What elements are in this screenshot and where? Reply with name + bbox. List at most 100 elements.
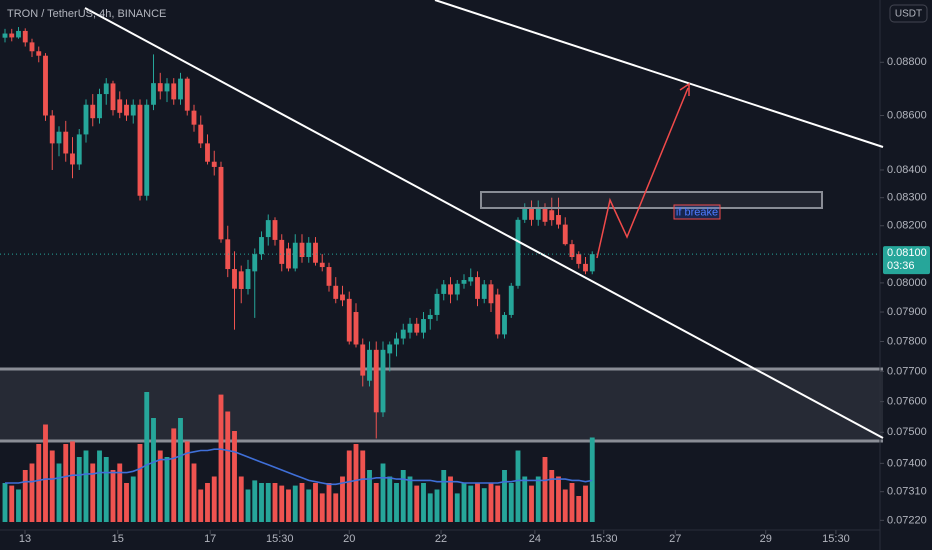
candle-body [157, 83, 163, 92]
candle-body [97, 94, 102, 119]
candle-body [16, 30, 21, 38]
y-tick-label: 0.07310 [887, 486, 927, 498]
volume-bar [394, 483, 399, 522]
x-tick-label: 29 [760, 533, 772, 545]
volume-bar [427, 493, 433, 522]
candle-body [414, 323, 420, 333]
candle-body [488, 284, 494, 304]
volume-bar [218, 394, 224, 522]
candle-body [103, 83, 109, 95]
candle-body [90, 104, 96, 119]
candle-body [110, 83, 116, 111]
volume-bar [583, 485, 588, 522]
volume-bar [259, 483, 264, 522]
volume-ma [4, 448, 593, 486]
volume-bar [157, 450, 163, 522]
volume-bar [326, 483, 332, 522]
candle-body [508, 285, 514, 315]
y-tick-label: 0.08400 [887, 164, 927, 176]
candle-body [9, 33, 15, 38]
x-tick-label: 15:30 [590, 533, 618, 545]
y-tick-label: 0.07220 [887, 514, 927, 526]
candle-body [542, 208, 548, 222]
x-tick-label: 20 [343, 533, 355, 545]
candle-body [360, 344, 366, 376]
volume-bar [589, 437, 595, 522]
resistance-box [480, 191, 823, 209]
volume-bar [22, 470, 28, 522]
volume-bar [468, 485, 474, 522]
annotation: if breake [676, 206, 718, 218]
candle-body [83, 104, 89, 135]
volume-bar [211, 476, 217, 522]
candle-body [394, 338, 399, 345]
candle-body [279, 239, 285, 264]
countdown: 03:36 [887, 260, 915, 272]
candle-body [292, 242, 298, 269]
volume-bar [360, 450, 366, 522]
volume-bar [529, 485, 534, 522]
volume-bar [103, 457, 109, 522]
volume-bar [36, 444, 42, 522]
last-price-tag [883, 246, 930, 275]
candle-body [569, 244, 575, 258]
candle-body [137, 104, 143, 196]
volume-bar [252, 480, 258, 522]
volume-bar [522, 476, 528, 522]
candle-body [448, 284, 453, 295]
candle-body [171, 83, 177, 100]
y-tick-label: 0.07700 [887, 365, 927, 377]
candle-body [434, 293, 440, 315]
x-tick-label: 15:30 [266, 533, 294, 545]
volume-bar [353, 444, 359, 522]
volume-bar [380, 463, 386, 522]
candle-body [502, 314, 507, 335]
candle-body [319, 262, 325, 268]
candle-body [333, 285, 339, 299]
plot [2, 27, 595, 522]
candle-body [400, 329, 406, 339]
chart-title: TRON / TetherUS, 4h, BINANCE [7, 8, 166, 20]
candle-body [252, 254, 258, 272]
volume-bar [9, 485, 15, 522]
y-tick-label: 0.08800 [887, 56, 927, 68]
candle-body [151, 83, 156, 105]
candle-body [529, 208, 534, 220]
volume-bar [184, 441, 190, 522]
volume-bar [299, 483, 305, 522]
candle-body [265, 220, 271, 238]
candle-body [340, 294, 345, 301]
volume-bar [549, 470, 555, 522]
volume-bar [83, 450, 89, 522]
currency-box[interactable] [889, 4, 928, 23]
volume-bar [576, 496, 582, 522]
volume-bar [245, 489, 251, 522]
volume-bar [279, 485, 285, 522]
volume-bar [97, 450, 102, 522]
volume-bar [407, 476, 413, 522]
volume-bar [198, 489, 204, 522]
currency[interactable]: USDT [895, 9, 922, 20]
candle-body [380, 349, 386, 413]
volume-bar [70, 441, 75, 522]
volume-bar [151, 418, 156, 522]
candle-body [76, 134, 82, 165]
volume-bar [292, 485, 298, 522]
x-tick-label: 17 [204, 533, 216, 545]
volume-bar [502, 470, 507, 522]
last-price-label: 0.08100 [887, 247, 927, 259]
annotation-box [673, 204, 721, 220]
volume-bar [272, 483, 278, 522]
volume-bar [461, 483, 467, 522]
y-tick-label: 0.08300 [887, 192, 927, 204]
candle-body [43, 55, 48, 116]
volume-bar [63, 444, 69, 522]
volume-bar [556, 476, 561, 522]
volume-bar [171, 428, 177, 522]
candle-body [535, 208, 541, 220]
candle-body [313, 242, 318, 263]
candle-body [461, 280, 467, 284]
volume-bar [400, 470, 406, 522]
